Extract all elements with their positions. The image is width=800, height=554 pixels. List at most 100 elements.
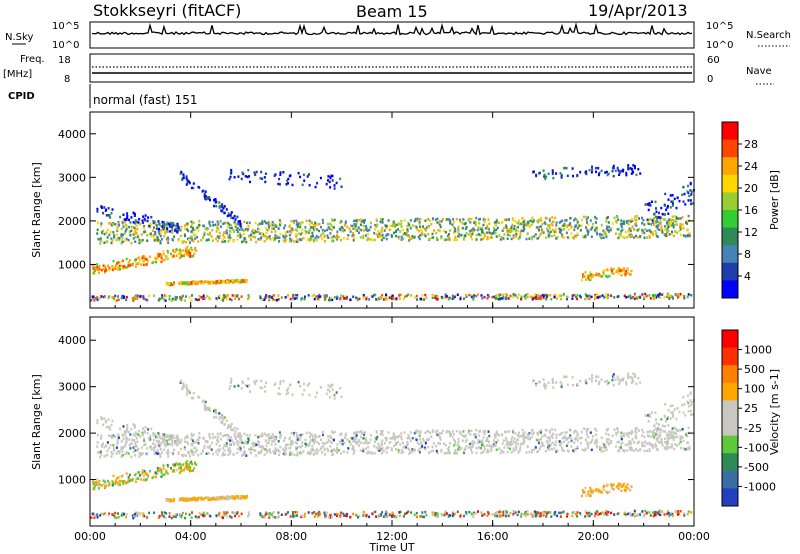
- velocity-cell: [296, 434, 299, 437]
- velocity-cell: [387, 446, 390, 449]
- power-cell: [616, 228, 619, 231]
- velocity-cell: [469, 445, 472, 449]
- power-cell: [596, 293, 599, 296]
- power-cell: [323, 294, 326, 297]
- power-cell: [478, 222, 481, 225]
- power-cell: [278, 177, 281, 181]
- power-cell: [613, 216, 616, 219]
- velocity-cell: [177, 451, 180, 454]
- power-cell: [366, 229, 369, 232]
- power-cell: [488, 222, 491, 225]
- velocity-cell: [134, 434, 137, 437]
- velocity-cell: [254, 444, 256, 447]
- velocity-cell: [284, 436, 287, 440]
- velocity-cell: [149, 470, 152, 473]
- velocity-cell: [648, 442, 651, 445]
- velocity-cell: [658, 428, 661, 431]
- power-cell: [128, 264, 131, 268]
- velocity-cell: [140, 452, 142, 455]
- power-cell: [575, 295, 578, 299]
- power-cell: [645, 295, 648, 298]
- power-cell: [512, 218, 514, 222]
- power-cell: [222, 222, 225, 226]
- velocity-cell: [181, 498, 184, 501]
- velocity-cell: [228, 435, 231, 439]
- power-cell: [236, 295, 239, 298]
- velocity-cell: [435, 444, 438, 448]
- power-cell: [194, 282, 197, 286]
- velocity-cell: [670, 430, 673, 434]
- power-cell: [673, 197, 676, 201]
- power-cell: [92, 271, 95, 274]
- power-cell: [285, 234, 288, 238]
- velocity-cell: [554, 443, 557, 447]
- velocity-cell: [671, 415, 674, 418]
- power-cell: [197, 225, 200, 229]
- power-cell: [509, 229, 512, 232]
- velocity-cell: [619, 482, 622, 486]
- power-cell: [254, 236, 257, 239]
- velocity-cell: [621, 449, 624, 452]
- velocity-cell: [207, 451, 210, 455]
- power-cell: [368, 238, 371, 241]
- power-cell: [527, 222, 530, 225]
- power-cell: [198, 186, 201, 189]
- power-cell: [454, 229, 457, 233]
- power-cell: [241, 228, 244, 232]
- power-cell: [684, 203, 687, 206]
- power-cell: [547, 229, 550, 233]
- velocity-cell: [123, 480, 126, 484]
- velocity-cell: [173, 499, 175, 502]
- velocity-cell: [108, 434, 111, 437]
- power-cell: [366, 238, 369, 242]
- power-cell: [171, 238, 174, 241]
- power-cell: [517, 229, 520, 233]
- power-cell: [664, 192, 667, 196]
- power-cell: [181, 178, 184, 181]
- velocity-cell: [211, 433, 214, 436]
- power-cell: [112, 259, 115, 263]
- power-cell: [427, 226, 430, 229]
- velocity-cell: [245, 454, 248, 457]
- velocity-cell: [666, 446, 669, 449]
- velocity-cell: [286, 389, 289, 392]
- velocity-cell: [194, 440, 197, 444]
- power-cell: [184, 252, 187, 255]
- power-cell: [279, 224, 282, 227]
- power-cell: [184, 234, 186, 238]
- velocity-cell: [183, 440, 186, 443]
- velocity-cell: [231, 495, 234, 498]
- power-cell: [308, 184, 311, 187]
- power-cell: [126, 265, 129, 269]
- power-cell: [117, 295, 119, 298]
- velocity-cell: [224, 444, 226, 448]
- velocity-cell: [208, 407, 211, 411]
- velocity-cell: [643, 449, 646, 453]
- velocity-cell: [586, 441, 589, 444]
- power-cell: [526, 232, 529, 235]
- velocity-cell: [353, 440, 356, 443]
- velocity-cell: [257, 436, 260, 439]
- power-cell: [550, 298, 553, 301]
- power-cell: [100, 222, 103, 225]
- power-cell: [327, 175, 330, 178]
- power-cell: [646, 203, 649, 206]
- velocity-cell: [394, 438, 396, 441]
- velocity-cell: [544, 428, 547, 432]
- power-cell: [356, 229, 359, 233]
- power-cell: [673, 214, 676, 218]
- velocity-cell: [583, 490, 586, 494]
- velocity-cell: [576, 445, 579, 448]
- power-cell: [339, 297, 342, 301]
- power-cell: [342, 237, 345, 240]
- power-cell: [667, 225, 670, 228]
- velocity-cell: [681, 403, 684, 407]
- velocity-cell: [321, 441, 324, 445]
- power-cell: [125, 298, 128, 302]
- power-cell: [505, 218, 508, 221]
- power-cell: [455, 218, 458, 221]
- power-cell: [579, 296, 582, 299]
- velocity-cell: [314, 439, 316, 442]
- power-cell: [670, 200, 673, 203]
- velocity-cell: [218, 450, 221, 453]
